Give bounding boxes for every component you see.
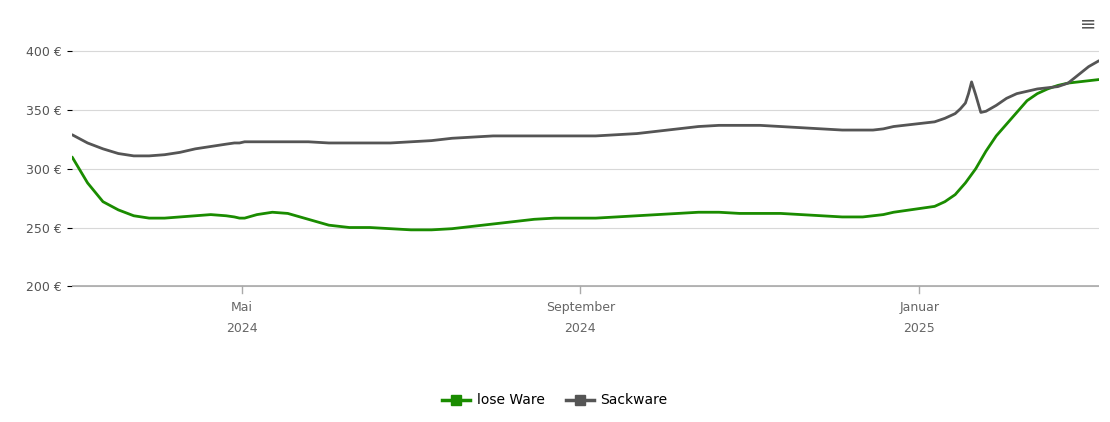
Text: ≡: ≡ <box>1080 15 1097 34</box>
Text: 2024: 2024 <box>565 322 596 335</box>
Legend: lose Ware, Sackware: lose Ware, Sackware <box>437 388 673 413</box>
Text: 2024: 2024 <box>225 322 258 335</box>
Text: Mai: Mai <box>231 301 253 314</box>
Text: Januar: Januar <box>899 301 939 314</box>
Text: September: September <box>546 301 615 314</box>
Text: 2025: 2025 <box>904 322 935 335</box>
